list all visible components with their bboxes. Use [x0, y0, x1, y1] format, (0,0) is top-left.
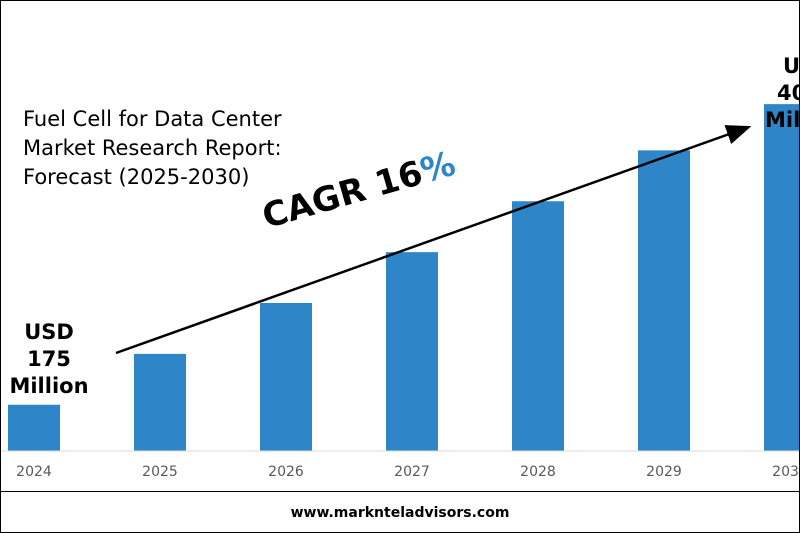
start-value-callout: USD 175 Million	[9, 319, 89, 400]
bar-2026	[260, 303, 312, 451]
title-line-3: Forecast (2025-2030)	[23, 165, 250, 189]
footer-bar: www.marknteladvisors.com	[1, 491, 799, 532]
x-tick-label-2026: 2026	[268, 464, 304, 480]
bar-2029	[638, 150, 690, 451]
start-callout-currency: USD	[24, 320, 74, 344]
bar-2025	[134, 353, 186, 451]
bar-2024	[8, 404, 60, 451]
bar-2028	[512, 201, 564, 451]
chart-title: Fuel Cell for Data Center Market Researc…	[23, 105, 282, 192]
x-tick-label-2025: 2025	[142, 464, 178, 480]
footer-website: www.marknteladvisors.com	[290, 504, 510, 521]
start-callout-value: 175	[27, 347, 71, 371]
x-tick-label-2024: 2024	[16, 464, 52, 480]
start-callout-unit: Million	[9, 374, 89, 398]
bar-chart: 2024 2025 2026 2027 2028 2029 2030	[1, 104, 799, 480]
title-line-1: Fuel Cell for Data Center	[23, 107, 282, 131]
x-tick-label-2029: 2029	[646, 464, 682, 480]
title-line-2: Market Research Report:	[23, 136, 282, 160]
x-tick-label-2028: 2028	[520, 464, 556, 480]
cagr-arrow	[115, 125, 752, 355]
end-value-callout: USD 400 Million	[765, 53, 800, 134]
end-callout-unit: Million	[765, 108, 800, 132]
end-callout-value: 400	[777, 81, 799, 105]
x-tick-label-2030: 2030	[772, 464, 799, 480]
bar-2030	[764, 104, 799, 451]
end-callout-currency: USD	[783, 54, 800, 78]
x-tick-label-2027: 2027	[394, 464, 430, 480]
bar-2027	[386, 252, 438, 451]
